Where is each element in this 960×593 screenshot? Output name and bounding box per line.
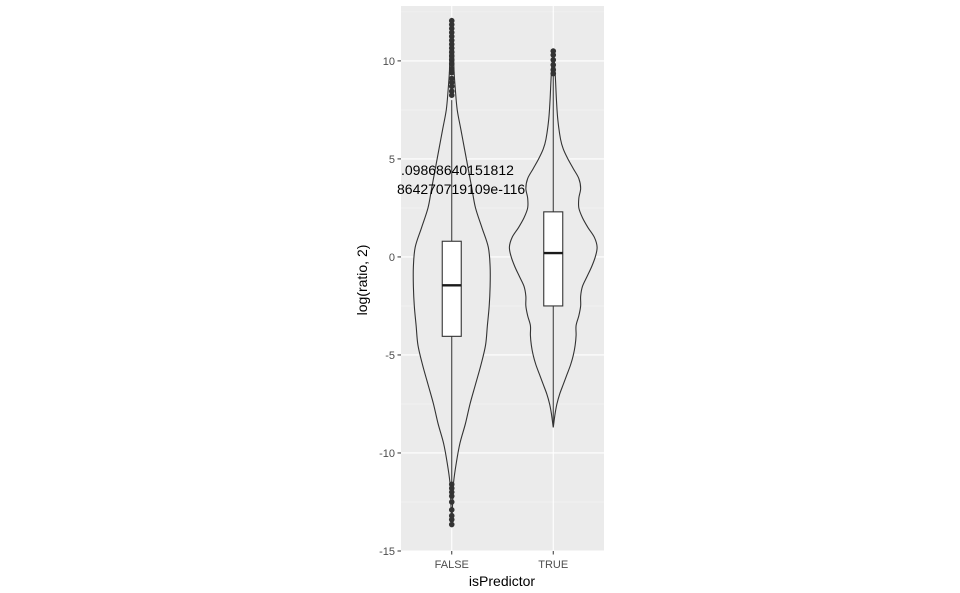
outlier-point: [448, 507, 455, 513]
outlier-point: [448, 485, 455, 492]
outlier-point: [550, 66, 557, 73]
outlier-point: [448, 512, 455, 519]
y-tick-label: -15: [379, 546, 395, 558]
box-false: [441, 240, 462, 337]
outlier-point: [448, 37, 455, 44]
outlier-point: [448, 69, 455, 76]
y-tick-label: -10: [379, 448, 395, 460]
outlier-point: [448, 75, 455, 82]
outlier-point: [448, 25, 455, 32]
outliers: [448, 17, 557, 528]
outlier-point: [448, 83, 455, 90]
box-true: [543, 211, 564, 307]
outlier-point: [448, 45, 455, 51]
boxplots: [441, 74, 564, 483]
outlier-point: [448, 92, 455, 98]
x-axis-title: isPredictor: [469, 573, 535, 589]
outlier-point: [448, 88, 455, 95]
outlier-point: [448, 516, 455, 523]
outlier-point: [550, 70, 557, 77]
y-tick-label: -5: [385, 350, 395, 362]
outlier-point: [448, 57, 455, 63]
y-axis: -15 -10 -5 0 5 10: [379, 56, 401, 558]
outlier-point: [550, 48, 557, 54]
outlier-point: [448, 61, 455, 67]
outlier-point: [448, 33, 455, 40]
y-axis-title: log(ratio, 2): [354, 245, 370, 316]
y-tick-label: 0: [389, 252, 395, 264]
y-tick-label: 10: [383, 56, 395, 68]
outlier-point: [448, 79, 455, 86]
outlier-point: [448, 489, 455, 495]
outlier-point: [448, 21, 455, 28]
outlier-point: [448, 17, 455, 24]
annotation-2: 864270719109e-116: [397, 181, 525, 197]
outlier-point: [550, 62, 557, 68]
outlier-point: [448, 499, 455, 505]
outlier-point: [550, 57, 557, 63]
x-tick-label: TRUE: [538, 559, 568, 571]
outlier-point: [550, 52, 557, 58]
outlier-point: [448, 29, 455, 36]
outlier-point: [448, 49, 455, 55]
outlier-point: [448, 481, 455, 488]
annotation-1: .09868640151812: [401, 162, 514, 178]
x-axis: FALSE TRUE: [435, 551, 568, 571]
outlier-point: [448, 521, 455, 528]
outlier-point: [448, 493, 455, 499]
outlier-point: [448, 41, 455, 48]
outlier-point: [448, 65, 455, 72]
x-tick-label: FALSE: [435, 559, 469, 571]
y-tick-label: 5: [389, 154, 395, 166]
outlier-point: [448, 53, 455, 59]
